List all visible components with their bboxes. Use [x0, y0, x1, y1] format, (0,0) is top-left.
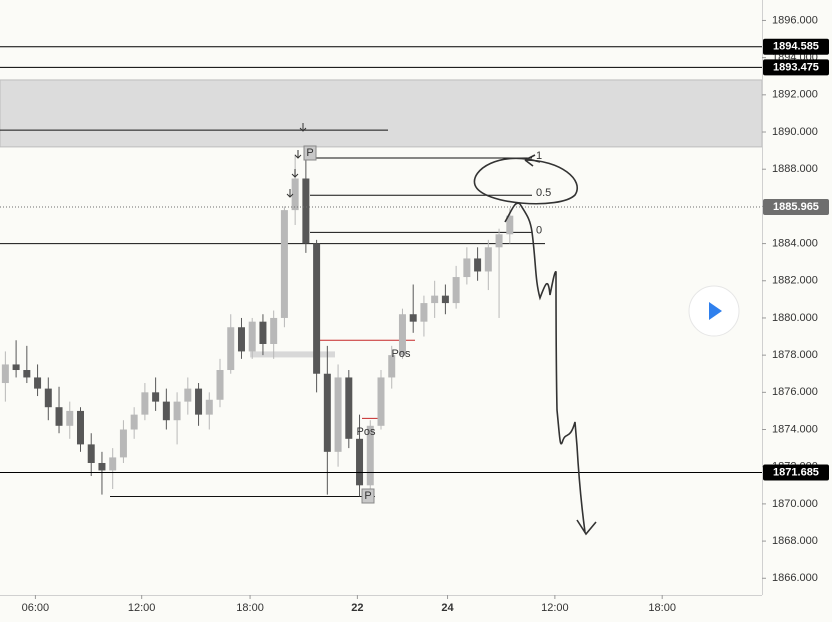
y-tick-label: 1868.000 [772, 535, 818, 547]
candle-body [334, 377, 342, 452]
y-tick-label: 1880.000 [772, 312, 818, 324]
x-tick-label: 24 [441, 602, 454, 614]
y-tick-label: 1884.000 [772, 237, 818, 249]
price-label-box [763, 199, 829, 216]
candle-body [87, 444, 95, 463]
candle-body [345, 377, 353, 439]
arrow-marker [291, 169, 299, 178]
candle-body [431, 295, 439, 304]
candle-body [130, 414, 138, 430]
candle-body [366, 425, 374, 486]
price-label-box [763, 38, 829, 55]
candle-body [291, 178, 299, 211]
y-tick-label: 1896.000 [772, 14, 818, 26]
candle-body [205, 399, 213, 415]
y-tick-label: 1876.000 [772, 386, 818, 398]
candle-body [495, 234, 503, 248]
candle-body [259, 321, 267, 344]
candle-body [216, 370, 224, 400]
y-tick-label: 1870.000 [772, 498, 818, 510]
pivot-label: P [364, 490, 371, 502]
plot-area: 1 0.5 0 Pos Pos P P [0, 46, 763, 504]
candle-body [484, 247, 492, 272]
candle-body [76, 410, 84, 445]
candle-body [173, 401, 181, 421]
price-label: 1871.685 [773, 466, 819, 478]
pivot-label: P [306, 147, 313, 159]
annotation-text: Pos [392, 348, 411, 360]
arrow-marker [286, 189, 294, 198]
hand-drawing [473, 154, 597, 536]
candle-body [270, 317, 278, 344]
candle-body [12, 364, 20, 371]
candle-body [109, 457, 117, 471]
candle-body [237, 327, 245, 352]
candle-body [313, 243, 321, 374]
candle-body [184, 388, 192, 402]
candle-body [34, 377, 42, 389]
candle-body [452, 277, 460, 304]
candle-body [463, 258, 471, 278]
candle-body [323, 373, 331, 452]
candle-body [98, 462, 106, 471]
y-tick-label: 1888.000 [772, 163, 818, 175]
x-tick-label: 22 [351, 602, 363, 614]
candle-body [377, 377, 385, 426]
candle-body [227, 327, 235, 371]
candle-body [152, 392, 160, 402]
zone [0, 79, 763, 148]
y-tick-label: 1882.000 [772, 275, 818, 287]
fib-label: 0.5 [536, 187, 551, 199]
price-label: 1885.965 [773, 201, 819, 213]
y-tick-label: 1892.000 [772, 89, 818, 101]
candle-body [420, 303, 428, 322]
candle-body [302, 178, 310, 244]
y-tick-label: 1874.000 [772, 423, 818, 435]
candle-body [280, 210, 288, 318]
candle-body [398, 314, 406, 356]
arrow-marker [299, 123, 307, 132]
candle-body [23, 370, 31, 378]
fib-label: 1 [536, 150, 542, 162]
price-label: 1893.475 [773, 61, 819, 73]
x-tick-label: 12:00 [128, 602, 156, 614]
pivot-box [303, 145, 317, 161]
candle-body [141, 392, 149, 415]
candle-body [506, 215, 514, 235]
candle-body [248, 321, 256, 352]
price-label-box [763, 59, 829, 76]
price-label-box [763, 464, 829, 481]
x-tick-label: 18:00 [648, 602, 676, 614]
annotation-text: Pos [357, 426, 376, 438]
marker-box [250, 351, 335, 358]
candle-body [356, 438, 364, 486]
candle-body [162, 401, 170, 421]
candle-body [119, 429, 127, 458]
price-label: 1894.585 [773, 41, 819, 53]
candle-body [409, 314, 417, 322]
y-tick-label: 1890.000 [772, 126, 818, 138]
y-tick-label: 1866.000 [772, 572, 818, 584]
candle-body [388, 355, 396, 378]
y-tick-label: 1878.000 [772, 349, 818, 361]
play-button[interactable] [688, 285, 740, 337]
x-tick-label: 06:00 [22, 602, 50, 614]
arrow-marker [294, 150, 302, 159]
candle-body [441, 295, 449, 304]
pivot-box [361, 488, 375, 504]
candle-body [1, 364, 9, 384]
x-tick-label: 12:00 [541, 602, 569, 614]
candle-body [474, 258, 482, 272]
x-tick-label: 18:00 [236, 602, 264, 614]
candle-body [55, 407, 63, 426]
candle-body [195, 388, 203, 415]
candle-body [66, 410, 74, 426]
fib-label: 0 [536, 224, 542, 236]
candle-body [44, 388, 52, 408]
